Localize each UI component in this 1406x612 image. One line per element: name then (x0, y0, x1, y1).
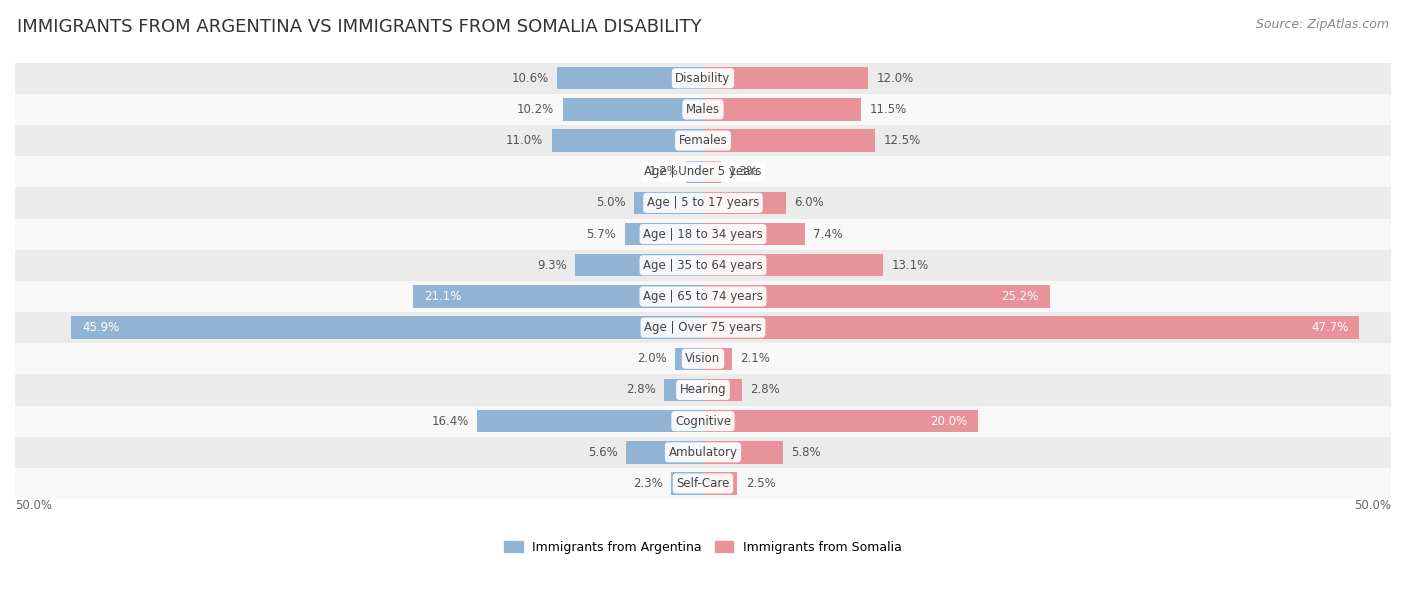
Text: 2.8%: 2.8% (627, 384, 657, 397)
Bar (15, 406, 1391, 437)
Text: Ambulatory: Ambulatory (668, 446, 738, 459)
Text: 11.5%: 11.5% (869, 103, 907, 116)
Bar (15, 375, 1391, 406)
Bar (703, 379, 741, 401)
Text: 9.3%: 9.3% (537, 259, 567, 272)
Text: Vision: Vision (685, 353, 721, 365)
Bar (675, 348, 703, 370)
Text: 12.0%: 12.0% (876, 72, 914, 84)
Bar (15, 156, 1391, 187)
Bar (703, 223, 804, 245)
Bar (703, 472, 737, 494)
Bar (634, 192, 703, 214)
Bar (703, 410, 979, 432)
Text: IMMIGRANTS FROM ARGENTINA VS IMMIGRANTS FROM SOMALIA DISABILITY: IMMIGRANTS FROM ARGENTINA VS IMMIGRANTS … (17, 18, 702, 36)
Bar (15, 437, 1391, 468)
Text: 50.0%: 50.0% (15, 499, 52, 512)
Bar (703, 441, 783, 463)
Text: 10.2%: 10.2% (517, 103, 554, 116)
Bar (15, 343, 1391, 375)
Bar (703, 160, 721, 183)
Text: 20.0%: 20.0% (929, 415, 967, 428)
Text: 11.0%: 11.0% (506, 134, 543, 147)
Bar (665, 379, 703, 401)
Text: Hearing: Hearing (679, 384, 727, 397)
Bar (557, 67, 703, 89)
Text: 16.4%: 16.4% (432, 415, 470, 428)
Text: 45.9%: 45.9% (83, 321, 120, 334)
Text: Age | 5 to 17 years: Age | 5 to 17 years (647, 196, 759, 209)
Bar (703, 192, 786, 214)
Text: 21.1%: 21.1% (423, 290, 461, 303)
Bar (575, 254, 703, 277)
Bar (703, 348, 733, 370)
Text: 1.3%: 1.3% (730, 165, 759, 178)
Bar (703, 254, 883, 277)
Text: 7.4%: 7.4% (813, 228, 844, 241)
Text: 5.7%: 5.7% (586, 228, 616, 241)
Legend: Immigrants from Argentina, Immigrants from Somalia: Immigrants from Argentina, Immigrants fr… (499, 536, 907, 559)
Bar (15, 218, 1391, 250)
Text: Source: ZipAtlas.com: Source: ZipAtlas.com (1256, 18, 1389, 31)
Text: Males: Males (686, 103, 720, 116)
Bar (703, 285, 1050, 308)
Text: Age | Over 75 years: Age | Over 75 years (644, 321, 762, 334)
Text: 2.3%: 2.3% (633, 477, 664, 490)
Text: 5.0%: 5.0% (596, 196, 626, 209)
Text: 50.0%: 50.0% (1354, 499, 1391, 512)
Text: Females: Females (679, 134, 727, 147)
Text: Age | 18 to 34 years: Age | 18 to 34 years (643, 228, 763, 241)
Bar (15, 187, 1391, 218)
Text: Cognitive: Cognitive (675, 415, 731, 428)
Text: Age | 65 to 74 years: Age | 65 to 74 years (643, 290, 763, 303)
Text: 5.8%: 5.8% (792, 446, 821, 459)
Text: 5.6%: 5.6% (588, 446, 617, 459)
Text: 12.5%: 12.5% (883, 134, 921, 147)
Text: 2.0%: 2.0% (637, 353, 668, 365)
Bar (72, 316, 703, 339)
Bar (671, 472, 703, 494)
Bar (15, 250, 1391, 281)
Bar (624, 223, 703, 245)
Text: 2.8%: 2.8% (749, 384, 779, 397)
Bar (15, 468, 1391, 499)
Bar (703, 129, 875, 152)
Bar (703, 67, 868, 89)
Text: 10.6%: 10.6% (512, 72, 548, 84)
Text: 2.5%: 2.5% (745, 477, 775, 490)
Bar (15, 94, 1391, 125)
Text: 1.2%: 1.2% (648, 165, 678, 178)
Bar (15, 312, 1391, 343)
Text: Age | Under 5 years: Age | Under 5 years (644, 165, 762, 178)
Bar (413, 285, 703, 308)
Bar (15, 281, 1391, 312)
Bar (686, 160, 703, 183)
Text: 13.1%: 13.1% (891, 259, 929, 272)
Text: Disability: Disability (675, 72, 731, 84)
Bar (15, 125, 1391, 156)
Bar (551, 129, 703, 152)
Bar (703, 316, 1360, 339)
Text: 6.0%: 6.0% (794, 196, 824, 209)
Bar (626, 441, 703, 463)
Text: 25.2%: 25.2% (1001, 290, 1039, 303)
Bar (477, 410, 703, 432)
Text: 47.7%: 47.7% (1310, 321, 1348, 334)
Text: 2.1%: 2.1% (740, 353, 770, 365)
Bar (15, 62, 1391, 94)
Bar (562, 98, 703, 121)
Text: Age | 35 to 64 years: Age | 35 to 64 years (643, 259, 763, 272)
Bar (703, 98, 862, 121)
Text: Self-Care: Self-Care (676, 477, 730, 490)
